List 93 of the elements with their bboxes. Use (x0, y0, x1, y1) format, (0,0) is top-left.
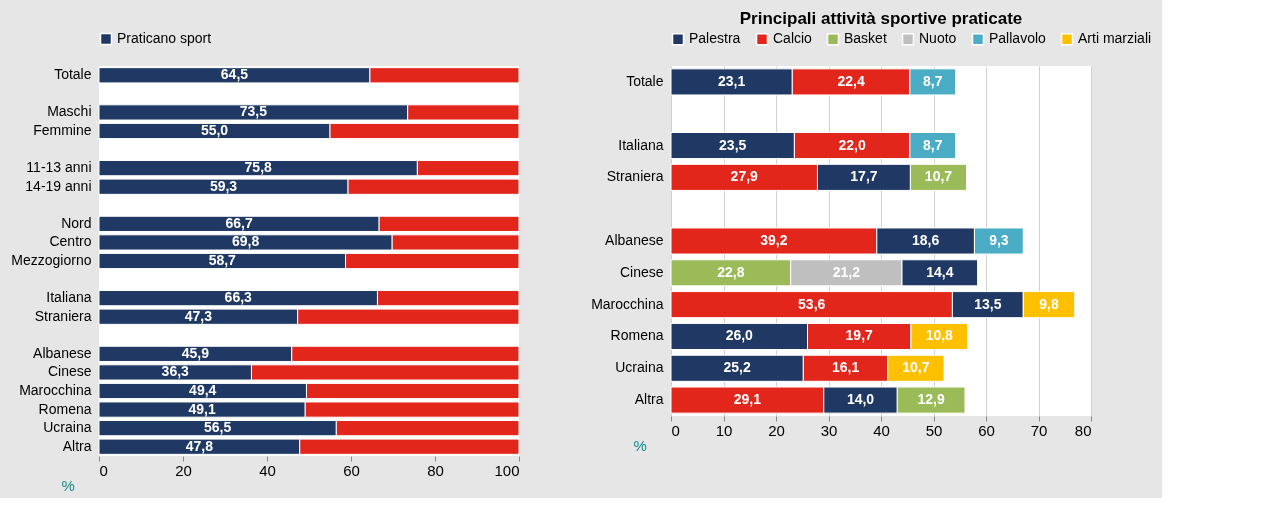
data-label: 22,8 (717, 263, 745, 280)
y-tick-label: Altra (62, 437, 92, 454)
y-tick-label: Centro (49, 233, 92, 250)
data-label: 8,7 (922, 72, 943, 89)
data-label: 73,5 (239, 103, 268, 120)
data-label: 39,2 (760, 232, 788, 248)
x-tick-label: 70 (1030, 421, 1048, 439)
data-label: 9,3 (989, 232, 1009, 248)
data-label: 59,3 (209, 177, 238, 194)
data-label: 17,7 (850, 168, 878, 185)
x-tick-label: 0 (671, 421, 680, 439)
data-label: 8,7 (922, 136, 943, 153)
y-tick-label: Femmine (33, 122, 92, 138)
y-tick-label: Straniera (606, 168, 664, 185)
x-tick-label: 50 (925, 421, 943, 439)
data-label: 75,8 (244, 159, 273, 176)
data-label: 13,5 (974, 295, 1002, 312)
data-label: 23,5 (719, 136, 747, 153)
y-tick-label: Mezzogiorno (11, 252, 92, 268)
x-tick-label: 40 (873, 421, 890, 439)
y-tick-label: Italiana (46, 289, 92, 306)
legend-label: Arti marziali (1078, 30, 1152, 47)
y-tick-label: Romena (38, 400, 92, 417)
y-tick-label: Italiana (618, 136, 664, 153)
data-label: 66,3 (224, 289, 253, 306)
legend-label: Calcio (773, 30, 813, 47)
data-label: 45,9 (181, 344, 210, 361)
data-label: 27,9 (730, 168, 759, 185)
x-tick-label: 100 (494, 461, 520, 479)
data-label: 29,1 (733, 391, 762, 408)
x-tick-label: 80 (427, 461, 444, 479)
y-tick-label: Maschi (47, 103, 92, 120)
x-axis-title: % (61, 476, 75, 494)
data-label: 49,4 (189, 382, 217, 398)
x-tick-label: 30 (820, 421, 838, 439)
data-label: 12,9 (917, 391, 945, 408)
data-label: 16,1 (831, 359, 860, 376)
y-tick-label: Marocchina (591, 295, 664, 312)
y-tick-label: 11-13 anni (26, 159, 92, 176)
data-label: 64,5 (220, 66, 249, 83)
data-label: 56,5 (204, 419, 232, 436)
y-tick-label: Ucraina (615, 359, 664, 376)
data-label: 21,2 (832, 263, 861, 280)
y-tick-label: Altra (634, 391, 664, 408)
data-label: 53,6 (798, 295, 826, 312)
x-tick-label: 80 (1074, 421, 1092, 439)
data-label: 55,0 (200, 122, 229, 138)
chart-title: Principali attività sportive praticate (739, 9, 1023, 28)
data-label: 66,7 (225, 214, 253, 231)
data-label: 22,0 (838, 136, 866, 153)
legend-label: Basket (844, 30, 887, 47)
data-label: 25,2 (723, 359, 751, 376)
data-label: 19,7 (845, 327, 874, 344)
data-label: 23,1 (718, 72, 746, 89)
x-tick-label: 60 (343, 461, 360, 479)
y-tick-label: Cinese (619, 263, 664, 280)
x-tick-label: 40 (259, 461, 276, 479)
x-tick-label: 60 (978, 421, 995, 439)
y-tick-label: Ucraina (43, 419, 92, 436)
x-tick-label: 20 (175, 461, 192, 479)
legend-label: Praticano sport (117, 30, 212, 46)
y-tick-label: Nord (61, 214, 92, 231)
y-tick-label: Romena (610, 327, 664, 344)
x-tick-label: 0 (99, 461, 108, 479)
y-tick-label: Marocchina (19, 382, 92, 398)
data-label: 10,7 (924, 168, 953, 185)
data-label: 10,8 (925, 327, 954, 344)
legend-label: Pallavolo (989, 30, 1047, 47)
data-label: 47,3 (184, 307, 213, 324)
data-label: 26,0 (725, 327, 754, 344)
data-label: 47,8 (185, 437, 214, 454)
data-label: 22,4 (837, 72, 865, 89)
data-label: 49,1 (188, 400, 216, 417)
x-tick-label: 10 (715, 421, 733, 439)
data-label: 14,4 (926, 263, 954, 280)
y-tick-label: 14-19 anni (25, 177, 92, 194)
data-label: 9,8 (1039, 295, 1059, 312)
y-tick-label: Albanese (605, 232, 664, 248)
x-tick-label: 20 (768, 421, 785, 439)
data-label: 36,3 (161, 363, 190, 380)
y-tick-label: Straniera (34, 307, 92, 324)
data-label: 14,0 (846, 391, 875, 408)
y-tick-label: Totale (626, 72, 664, 89)
data-label: 69,8 (231, 233, 260, 250)
legend-label: Palestra (689, 30, 741, 47)
data-label: 18,6 (912, 232, 940, 248)
data-label: 10,7 (902, 359, 930, 376)
y-tick-label: Totale (54, 66, 92, 83)
x-axis-title: % (633, 436, 647, 454)
legend-label: Nuoto (919, 30, 957, 47)
y-tick-label: Cinese (47, 363, 92, 380)
data-label: 58,7 (208, 252, 237, 268)
y-tick-label: Albanese (33, 344, 92, 361)
